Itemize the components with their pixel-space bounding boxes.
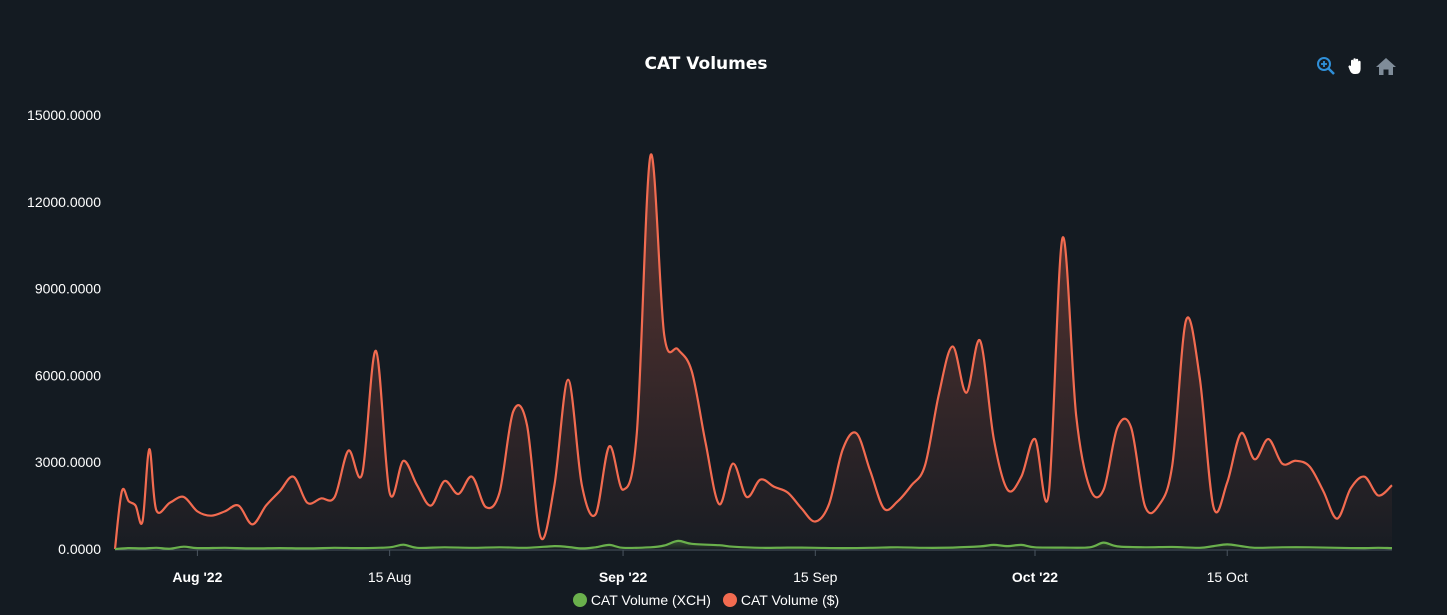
x-tick-label: 15 Sep [793, 569, 838, 585]
x-axis: Aug '22 15 Aug Sep '22 15 Sep Oct '22 15 Oct [115, 550, 1392, 585]
x-tick-label: Sep '22 [599, 569, 648, 585]
y-axis: 0.0000 3000.0000 6000.0000 9000.0000 12000.0… [27, 107, 101, 557]
legend-marker-usd [723, 593, 737, 607]
x-tick-label: 15 Aug [368, 569, 412, 585]
legend-item-xch[interactable]: CAT Volume (XCH) [573, 592, 711, 608]
legend-item-usd[interactable]: CAT Volume ($) [723, 592, 839, 608]
y-tick-label: 15000.0000 [27, 107, 101, 123]
y-tick-label: 9000.0000 [35, 281, 101, 297]
legend-label-xch: CAT Volume (XCH) [591, 592, 711, 608]
y-tick-label: 0.0000 [58, 541, 101, 557]
legend-marker-xch [573, 593, 587, 607]
legend-label-usd: CAT Volume ($) [741, 592, 839, 608]
y-tick-label: 3000.0000 [35, 454, 101, 470]
chart-legend: CAT Volume (XCH) CAT Volume ($) [0, 592, 1412, 608]
y-tick-label: 12000.0000 [27, 194, 101, 210]
y-tick-label: 6000.0000 [35, 367, 101, 383]
x-tick-label: 15 Oct [1207, 569, 1248, 585]
x-tick-label: Oct '22 [1012, 569, 1058, 585]
plot-area[interactable]: 0.0000 3000.0000 6000.0000 9000.0000 12000.0… [0, 0, 1447, 590]
series-layer [115, 154, 1392, 549]
x-tick-label: Aug '22 [172, 569, 222, 585]
